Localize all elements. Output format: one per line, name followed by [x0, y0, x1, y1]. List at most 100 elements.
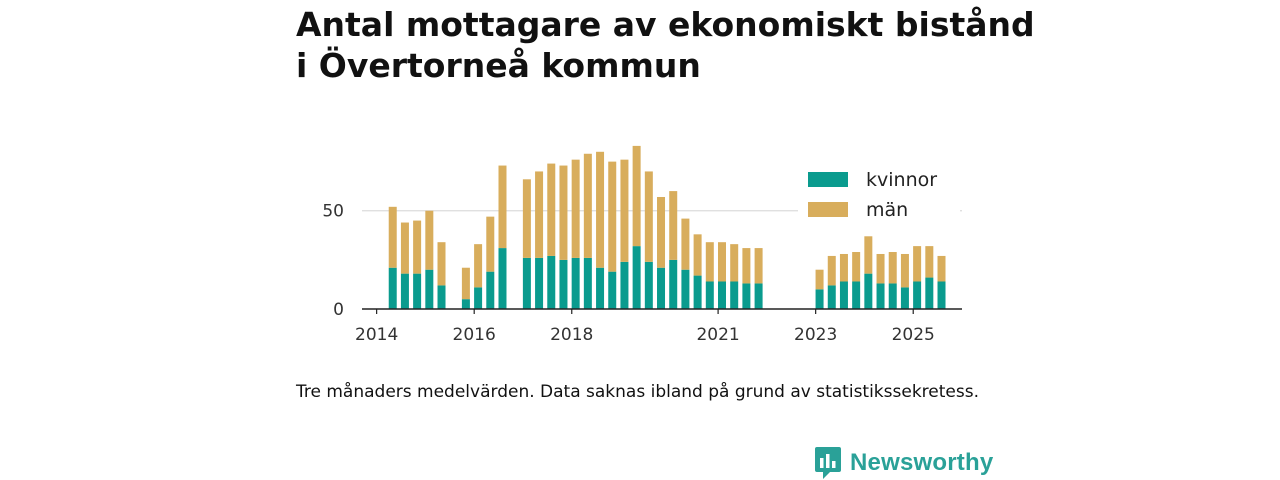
bar-man-27 — [742, 248, 751, 284]
bar-man-13 — [571, 159, 580, 258]
bar-kvinnor-28 — [754, 283, 763, 309]
bar-kvinnor-34 — [876, 283, 885, 309]
bar-man-8 — [498, 165, 507, 249]
legend-swatch-man — [808, 202, 848, 217]
bar-kvinnor-22 — [681, 269, 690, 309]
bar-man-33 — [864, 236, 873, 274]
bar-kvinnor-30 — [827, 285, 836, 309]
bar-kvinnor-21 — [669, 259, 678, 309]
bar-kvinnor-11 — [547, 255, 556, 309]
chart-title-line-1: Antal mottagare av ekonomiskt bistånd — [296, 5, 1035, 44]
x-tick-label-2014: 2014 — [355, 325, 398, 345]
bar-kvinnor-14 — [583, 257, 592, 309]
bar-kvinnor-37 — [913, 281, 922, 309]
bar-kvinnor-35 — [888, 283, 897, 309]
axes: 0 50 2014 2016 2018 2021 2023 2025 — [322, 202, 962, 345]
bar-man-20 — [657, 196, 666, 268]
bar-kvinnor-19 — [644, 261, 653, 309]
bar-kvinnor-39 — [937, 281, 946, 309]
bar-kvinnor-10 — [535, 257, 544, 309]
bar-kvinnor-25 — [718, 281, 726, 309]
bar-man-37 — [913, 246, 922, 282]
bar-kvinnor-16 — [608, 271, 617, 309]
bar-man-2 — [413, 220, 422, 274]
bar-man-35 — [888, 252, 897, 284]
bar-man-7 — [486, 216, 495, 272]
bar-man-12 — [559, 165, 568, 260]
x-tick-label-2018: 2018 — [550, 325, 593, 345]
x-tick-label-2023: 2023 — [794, 325, 837, 345]
bar-man-21 — [669, 191, 678, 260]
brand-logo: Newsworthy — [814, 446, 993, 480]
bar-man-23 — [693, 234, 702, 276]
bar-man-10 — [535, 171, 544, 258]
bar-man-30 — [827, 255, 836, 286]
bar-kvinnor-8 — [498, 248, 507, 309]
x-tick-label-2021: 2021 — [696, 325, 739, 345]
legend-swatch-kvinnor — [808, 172, 848, 187]
bar-kvinnor-5 — [461, 299, 470, 309]
bar-man-22 — [681, 218, 690, 270]
bar-man-15 — [596, 151, 605, 268]
bar-kvinnor-26 — [730, 281, 739, 309]
x-tick-label-2016: 2016 — [453, 325, 496, 345]
legend: kvinnor män — [798, 164, 960, 228]
y-tick-label-0: 0 — [333, 300, 344, 320]
bar-man-19 — [644, 171, 653, 262]
bar-man-36 — [900, 253, 909, 288]
bar-kvinnor-20 — [657, 267, 666, 309]
bar-man-18 — [632, 145, 641, 247]
bar-man-26 — [730, 244, 739, 282]
bar-kvinnor-17 — [620, 261, 629, 309]
bar-man-17 — [620, 159, 629, 262]
bar-kvinnor-24 — [705, 281, 714, 309]
bar-man-11 — [547, 163, 556, 256]
bar-kvinnor-4 — [437, 285, 446, 309]
bar-man-25 — [718, 242, 726, 282]
bar-man-4 — [437, 242, 446, 286]
bar-man-0 — [388, 206, 397, 268]
bar-man-32 — [852, 252, 861, 282]
bar-man-29 — [815, 269, 824, 290]
bar-man-24 — [705, 242, 714, 282]
chart-title: Antal mottagare av ekonomiskt bistånd i … — [296, 4, 1056, 86]
y-tick-label-50: 50 — [322, 202, 344, 222]
bar-kvinnor-27 — [742, 283, 751, 309]
bar-kvinnor-18 — [632, 246, 641, 309]
x-tick-label-2025: 2025 — [892, 325, 935, 345]
bar-kvinnor-32 — [852, 281, 861, 309]
bar-kvinnor-2 — [413, 273, 422, 309]
bar-kvinnor-0 — [388, 267, 397, 309]
bar-man-5 — [461, 267, 470, 300]
bar-man-1 — [400, 222, 409, 274]
bar-man-6 — [474, 244, 483, 288]
legend-label-man: män — [866, 199, 908, 221]
bar-kvinnor-7 — [486, 271, 495, 309]
bar-man-39 — [937, 255, 946, 282]
bar-kvinnor-1 — [400, 273, 409, 309]
bar-man-14 — [583, 153, 592, 258]
legend-label-kvinnor: kvinnor — [866, 169, 937, 191]
chart-title-line-2: i Övertorneå kommun — [296, 46, 701, 85]
bar-man-9 — [522, 179, 531, 258]
bar-man-28 — [754, 248, 763, 284]
bar-man-16 — [608, 161, 617, 272]
bar-kvinnor-31 — [839, 281, 848, 309]
bars — [388, 145, 946, 309]
bar-kvinnor-6 — [474, 287, 483, 309]
bar-kvinnor-36 — [900, 287, 909, 309]
bar-kvinnor-13 — [571, 257, 580, 309]
brand-name: Newsworthy — [850, 449, 994, 476]
bar-kvinnor-38 — [925, 277, 934, 309]
bar-kvinnor-33 — [864, 273, 873, 309]
bar-kvinnor-9 — [522, 257, 531, 309]
bar-man-38 — [925, 246, 934, 278]
newsworthy-logo-icon — [815, 447, 841, 479]
bar-kvinnor-29 — [815, 289, 824, 309]
chart-caption: Tre månaders medelvärden. Data saknas ib… — [296, 382, 979, 402]
bar-kvinnor-12 — [559, 259, 568, 309]
bar-kvinnor-23 — [693, 275, 702, 309]
bar-kvinnor-15 — [596, 267, 605, 309]
bar-man-31 — [839, 253, 848, 282]
